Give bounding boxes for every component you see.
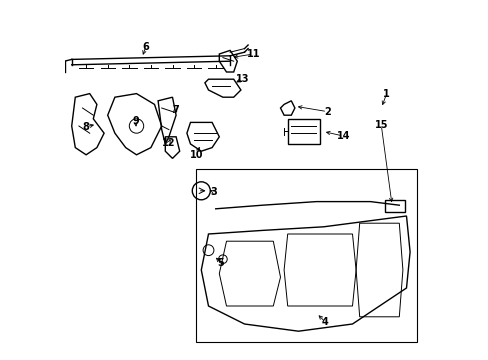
Text: 13: 13 [236, 74, 249, 84]
Text: 8: 8 [82, 122, 89, 132]
Text: 7: 7 [172, 105, 179, 115]
Text: 2: 2 [323, 107, 330, 117]
Bar [287, 119, 320, 144]
Text: 1: 1 [383, 89, 389, 99]
Text: 11: 11 [246, 49, 260, 59]
Text: 10: 10 [189, 150, 203, 160]
Text: 14: 14 [336, 131, 349, 141]
Bar [384, 200, 404, 212]
Text: 9: 9 [132, 116, 139, 126]
Text: 3: 3 [210, 187, 217, 197]
Text: 5: 5 [217, 258, 224, 268]
Text: 4: 4 [322, 317, 328, 327]
Text: 15: 15 [374, 120, 387, 130]
Text: 6: 6 [142, 42, 149, 52]
Text: 12: 12 [162, 138, 175, 148]
Bar [196, 169, 416, 342]
